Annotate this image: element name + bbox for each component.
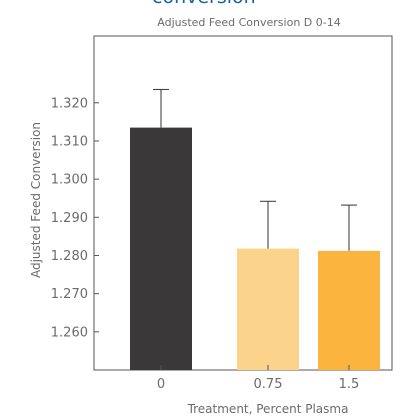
y-tick-label: 1.290 [51,211,88,226]
y-tick-label: 1.260 [51,325,88,340]
y-axis-ticks: 1.260 1.270 1.280 1.290 1.300 1.310 1.320 [51,96,99,340]
y-tick-label: 1.300 [51,173,88,188]
bar-1-5 [318,250,380,370]
chart-title: Adjusted Feed Conversion D 0-14 [157,16,341,29]
y-axis-title: Adjusted Feed Conversion [29,122,43,278]
heading-fragment: conversion [152,0,256,8]
x-axis-ticks: 0 0.75 1.5 [157,365,359,392]
y-tick-label: 1.310 [51,134,88,149]
bar-0-75 [237,248,299,370]
y-tick-label: 1.270 [51,287,88,302]
error-bars [153,88,357,251]
x-tick-label: 0 [157,377,165,392]
x-axis-title: Treatment, Percent Plasma [187,402,349,416]
bars [130,127,380,371]
bar-0 [130,127,192,371]
y-tick-label: 1.320 [51,96,88,111]
y-tick-label: 1.280 [51,249,88,264]
x-tick-label: 0.75 [254,377,283,392]
x-tick-label: 1.5 [339,377,360,392]
